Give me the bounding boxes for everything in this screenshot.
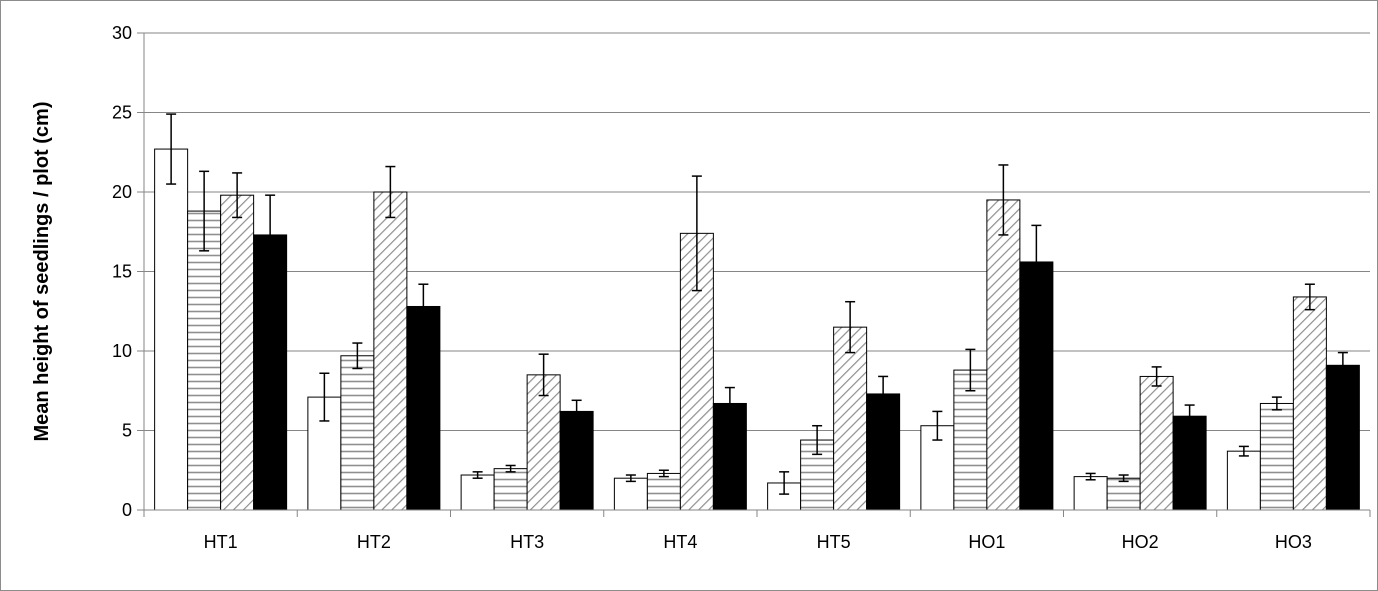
bar-HT3-series-2 [493,468,528,511]
y-tick-label: 30 [112,23,132,43]
x-tick-label: HT2 [357,532,391,552]
bars [154,148,1360,511]
y-tick-label: 10 [112,341,132,361]
gridlines [144,32,1370,431]
y-tick-label: 5 [122,421,132,441]
bar-HT4-series-2 [646,472,681,511]
bar-HT1-series-1 [154,148,189,511]
bar-HO2-series-1 [1073,476,1108,511]
bar-HT1-series-2 [187,210,222,511]
x-tick-label: HT1 [204,532,238,552]
bar-HO2-series-3 [1139,375,1174,511]
bar-HO3-series-4 [1325,364,1360,511]
bar-HT5-series-4 [866,393,901,511]
bar-HT2-series-2 [340,355,375,511]
bar-HT1-series-3 [220,194,255,511]
y-axis-title: Mean height of seedlings / plot (cm) [31,101,53,441]
x-tick-label: HO3 [1275,532,1312,552]
bar-HT4-series-4 [712,402,747,511]
bar-HO3-series-1 [1226,450,1261,511]
bar-HO1-series-4 [1019,261,1054,511]
bar-HO3-series-3 [1292,296,1327,511]
x-tick-label: HT4 [663,532,697,552]
y-tick-label: 20 [112,182,132,202]
bar-HO2-series-4 [1172,415,1207,511]
bar-HT1-series-4 [253,234,288,511]
x-tick-label: HT5 [817,532,851,552]
bar-HT4-series-1 [613,477,648,511]
bar-HT2-series-3 [373,191,408,511]
bar-HT3-series-4 [559,410,594,511]
x-tick-label: HT3 [510,532,544,552]
bar-HT2-series-4 [406,305,441,511]
y-tick-label: 25 [112,103,132,123]
error-bars [166,113,1348,495]
bar-HO2-series-2 [1106,477,1141,511]
bar-HT5-series-3 [833,326,868,511]
y-tick-label: 0 [122,500,132,520]
bar-HT3-series-1 [460,474,495,511]
bar-HO3-series-2 [1259,402,1294,511]
y-tick-label: 15 [112,262,132,282]
x-tick-label: HO2 [1122,532,1159,552]
axes: 0 5 10 15 20 25 30 HT1 HT2 HT3 HT4 HT5 HO1 HO2 HO3 [112,23,1371,552]
x-tick-label: HO1 [968,532,1005,552]
bar-HO1-series-2 [953,369,988,511]
bar-HO1-series-3 [986,199,1021,511]
